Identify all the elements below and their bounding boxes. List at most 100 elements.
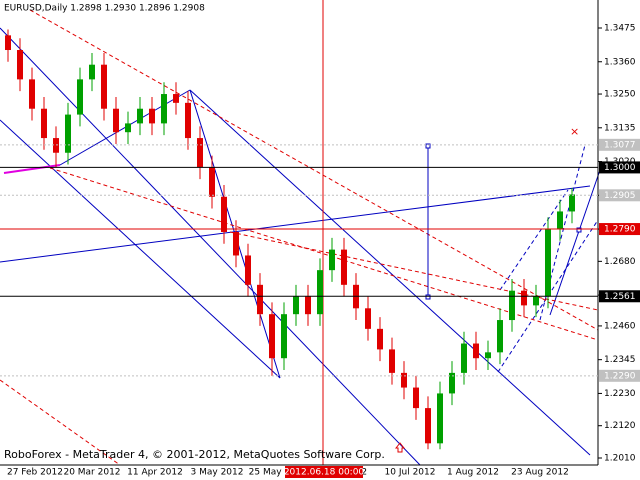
candle-body: [53, 138, 59, 153]
candle-body: [89, 64, 95, 80]
x-tick-label: 1 Aug 2012: [447, 468, 499, 478]
x-tick-label: 11 Apr 2012: [127, 468, 183, 478]
channel-line: [0, 119, 281, 379]
channel-line: [549, 169, 601, 316]
analysis-lines: ×: [0, 0, 601, 466]
candle-body: [473, 343, 479, 359]
candle-body: [209, 167, 215, 197]
candle-body: [245, 255, 251, 285]
y-tick-label: 1.2345: [604, 355, 636, 365]
candle-body: [521, 290, 527, 306]
candle-body: [197, 138, 203, 168]
candle-body: [377, 328, 383, 350]
candle-body: [149, 108, 155, 124]
candle-body: [557, 211, 563, 230]
candle-body: [5, 35, 11, 51]
level-label-box: [599, 161, 640, 174]
candle-body: [389, 349, 395, 373]
level-label: 1.2561: [604, 292, 636, 302]
candle-body: [41, 108, 47, 139]
y-tick-label: 1.3135: [604, 123, 636, 133]
candle-body: [173, 94, 179, 103]
footer: RoboForex - MetaTrader 4, © 2001-2012, M…: [4, 448, 385, 461]
y-tick-label: 1.3360: [604, 57, 636, 67]
x-tick-label: 10 Jul 2012: [385, 468, 436, 478]
candle-body: [137, 108, 143, 124]
plot-area: [5, 29, 575, 450]
trend-line: [49, 167, 599, 341]
candle-body: [113, 108, 119, 133]
trend-line: [29, 9, 599, 331]
level-label: 1.2790: [604, 225, 636, 235]
level-label: 1.3077: [604, 140, 636, 150]
candle-body: [401, 372, 407, 388]
candle-body: [29, 79, 35, 109]
candle-body: [305, 296, 311, 315]
level-label-box: [599, 369, 640, 382]
chart-title: EURUSD,Daily 1.2898 1.2930 1.2896 1.2908: [4, 4, 205, 14]
level-label-box: [599, 223, 640, 236]
candle-body: [221, 196, 227, 232]
candle-body: [533, 296, 539, 306]
channel-line: [499, 189, 569, 291]
y-tick-label: 1.2010: [604, 454, 636, 464]
candle-body: [317, 270, 323, 315]
candle-body: [269, 314, 275, 359]
target-mark: ×: [570, 125, 579, 138]
candle-body: [545, 229, 551, 297]
candle-body: [485, 352, 491, 359]
candle-body: [497, 320, 503, 353]
x-tick-label: 23 Aug 2012: [511, 468, 569, 478]
candle-body: [461, 343, 467, 373]
level-label-box: [599, 290, 640, 303]
y-tick-label: 1.2680: [604, 257, 636, 267]
candle-body: [281, 314, 287, 359]
candle-body: [365, 308, 371, 329]
y-tick-label: 1.3250: [604, 90, 636, 100]
trend-line: [0, 379, 121, 466]
level-label-box: [599, 189, 640, 202]
x-tick-label: 25 May 2012: [249, 468, 308, 478]
x-tick-label: 20 Mar 2012: [63, 468, 120, 478]
level-label: 1.2290: [604, 371, 636, 381]
candle-body: [257, 284, 263, 315]
y-tick-label: 1.2120: [604, 421, 636, 431]
candle-body: [233, 231, 239, 256]
measure-point: [425, 143, 431, 149]
y-tick-label: 1.2460: [604, 321, 636, 331]
candle-body: [65, 114, 71, 153]
arrow-up: [394, 442, 406, 453]
measure-point: [576, 227, 582, 233]
candle-body: [125, 123, 131, 133]
candle-body: [101, 64, 107, 109]
candle-body: [449, 372, 455, 394]
measure-point: [425, 294, 431, 300]
channel-line: [0, 27, 421, 466]
marker-line: [3, 164, 61, 174]
candle-body: [77, 79, 83, 115]
candle-body: [509, 290, 515, 321]
crosshair-label: 2012.06.18 00:00: [284, 468, 365, 478]
y-tick-label: 1.2230: [604, 389, 636, 399]
candle-body: [413, 387, 419, 409]
level-label-box: [599, 138, 640, 151]
x-tick-label: 3 May 2012: [191, 468, 244, 478]
level-label: 1.2905: [604, 191, 636, 201]
crosshair-label-box: [285, 466, 363, 478]
y-tick-label: 1.3475: [604, 24, 636, 34]
channel-line: [0, 185, 591, 263]
candle-body: [329, 249, 335, 271]
candle-body: [293, 296, 299, 315]
candle-body: [161, 94, 167, 124]
candle-body: [425, 408, 431, 444]
candle-body: [341, 249, 347, 285]
candle-body: [569, 194, 575, 212]
x-tick-label: 27 Feb 2012: [7, 468, 63, 478]
level-label: 1.3000: [604, 163, 636, 173]
candle-body: [17, 50, 23, 80]
channel-line: [189, 89, 591, 456]
channel-line: [497, 219, 599, 373]
